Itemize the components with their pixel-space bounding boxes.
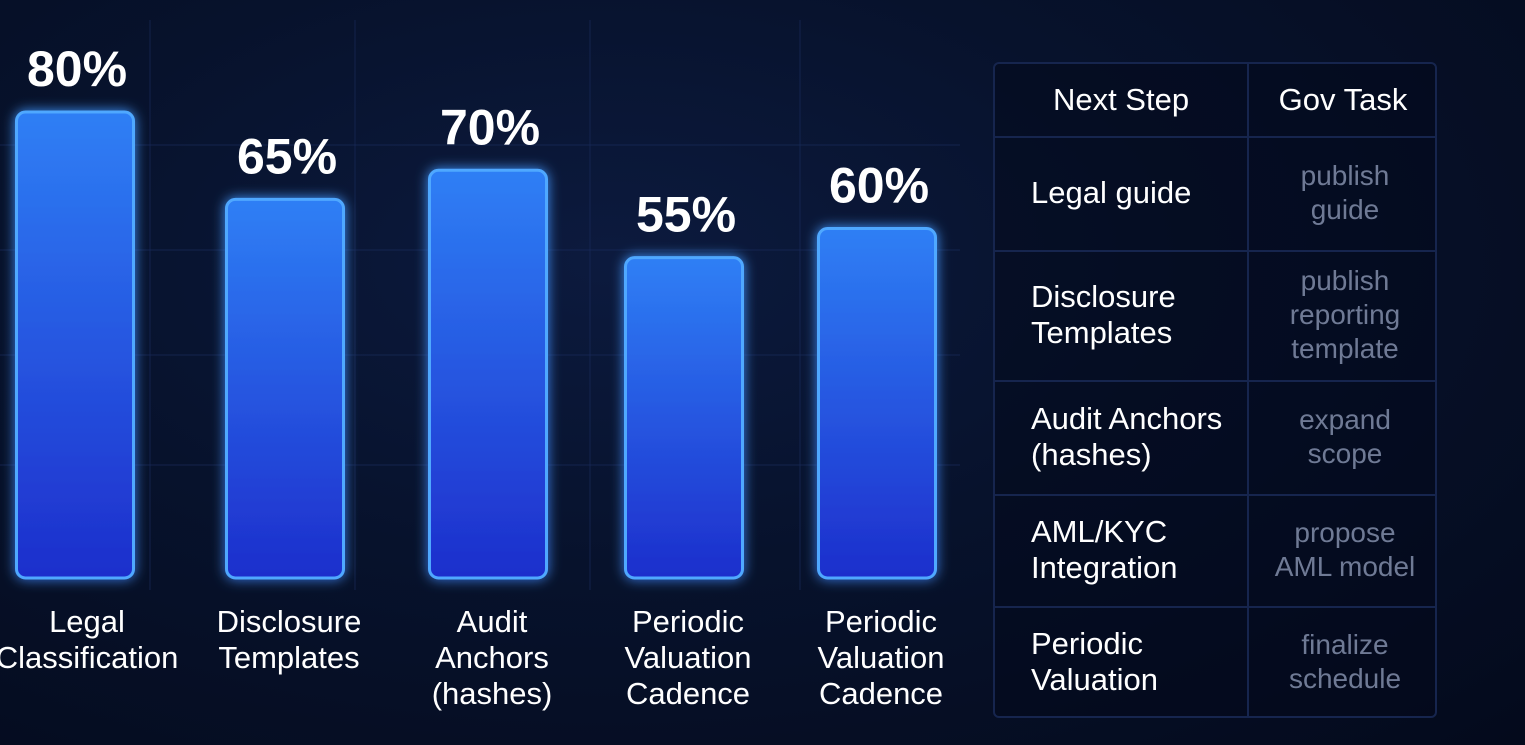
value-label: 65%	[237, 128, 337, 184]
task-cell: finalize schedule	[1251, 606, 1439, 718]
table-row: Disclosure Templates publish reporting t…	[995, 250, 1435, 382]
step-cell: Disclosure Templates	[1031, 250, 1241, 380]
task-cell: propose AML model	[1251, 494, 1439, 606]
bar-chart: 80% Legal Classification 65% Disclosure Templ…	[0, 20, 960, 711]
bar-2	[225, 197, 345, 580]
step-text: Legal guide	[1031, 175, 1192, 210]
step-text: AML/KYC Integration	[1031, 514, 1178, 585]
labels: 80% Legal Classification 65% Disclosure Templ…	[0, 41, 944, 711]
bar-5	[817, 227, 937, 580]
step-cell: Audit Anchors (hashes)	[1031, 380, 1241, 494]
header-gov-task: Gov Task	[1278, 82, 1408, 117]
category-label-line: (hashes)	[432, 676, 553, 711]
bar-3	[428, 168, 548, 580]
category-label: Disclosure Templates	[217, 604, 362, 675]
task-cell: publish guide	[1251, 136, 1439, 250]
category-label-line: Classification	[0, 640, 178, 675]
category-label-line: Valuation	[818, 640, 945, 675]
step-cell: Periodic Valuation	[1031, 606, 1241, 718]
category-label: Legal Classification	[0, 604, 178, 675]
category-label-line: Periodic	[825, 604, 937, 639]
step-cell: AML/KYC Integration	[1031, 494, 1241, 606]
step-text: Periodic Valuation	[1031, 626, 1158, 697]
category-label-line: Templates	[218, 640, 359, 675]
task-text: publish guide	[1300, 160, 1390, 225]
table-header: Next Step Gov Task	[995, 64, 1435, 138]
value-label: 55%	[636, 187, 736, 243]
bars	[15, 110, 937, 580]
category-label-line: Disclosure	[217, 604, 362, 639]
step-text: Audit Anchors (hashes)	[1031, 401, 1223, 472]
table-row: Audit Anchors (hashes) expand scope	[995, 380, 1435, 496]
step-text: Disclosure Templates	[1031, 279, 1176, 350]
table-row: Legal guide publish guide	[995, 136, 1435, 252]
task-text: publish reporting template	[1289, 265, 1401, 364]
category-label-line: Anchors	[435, 640, 549, 675]
column-divider	[1247, 64, 1249, 716]
category-label-line: Periodic	[632, 604, 744, 639]
category-label: Periodic Valuation Cadence	[818, 604, 945, 711]
category-label: Periodic Valuation Cadence	[625, 604, 752, 711]
category-label-line: Valuation	[625, 640, 752, 675]
value-label: 80%	[27, 41, 127, 97]
bar-1	[15, 110, 135, 580]
category-label: Audit Anchors (hashes)	[432, 604, 553, 711]
category-label-line: Cadence	[819, 676, 943, 711]
table-row: Periodic Valuation finalize schedule	[995, 606, 1435, 718]
value-label: 70%	[440, 99, 540, 155]
category-label-line: Audit	[457, 604, 528, 639]
task-cell: publish reporting template	[1251, 250, 1439, 380]
table-row: AML/KYC Integration propose AML model	[995, 494, 1435, 608]
task-text: finalize schedule	[1288, 629, 1402, 694]
step-cell: Legal guide	[1031, 136, 1241, 250]
value-label: 60%	[829, 158, 929, 214]
task-text: expand scope	[1299, 404, 1391, 469]
bar-4	[624, 256, 744, 580]
category-label-line: Legal	[49, 604, 125, 639]
task-cell: expand scope	[1251, 380, 1439, 494]
next-steps-table: Next Step Gov Task Legal guide publish g…	[993, 62, 1437, 718]
task-text: propose AML model	[1274, 517, 1416, 582]
category-label-line: Cadence	[626, 676, 750, 711]
header-next-step: Next Step	[1052, 82, 1190, 117]
